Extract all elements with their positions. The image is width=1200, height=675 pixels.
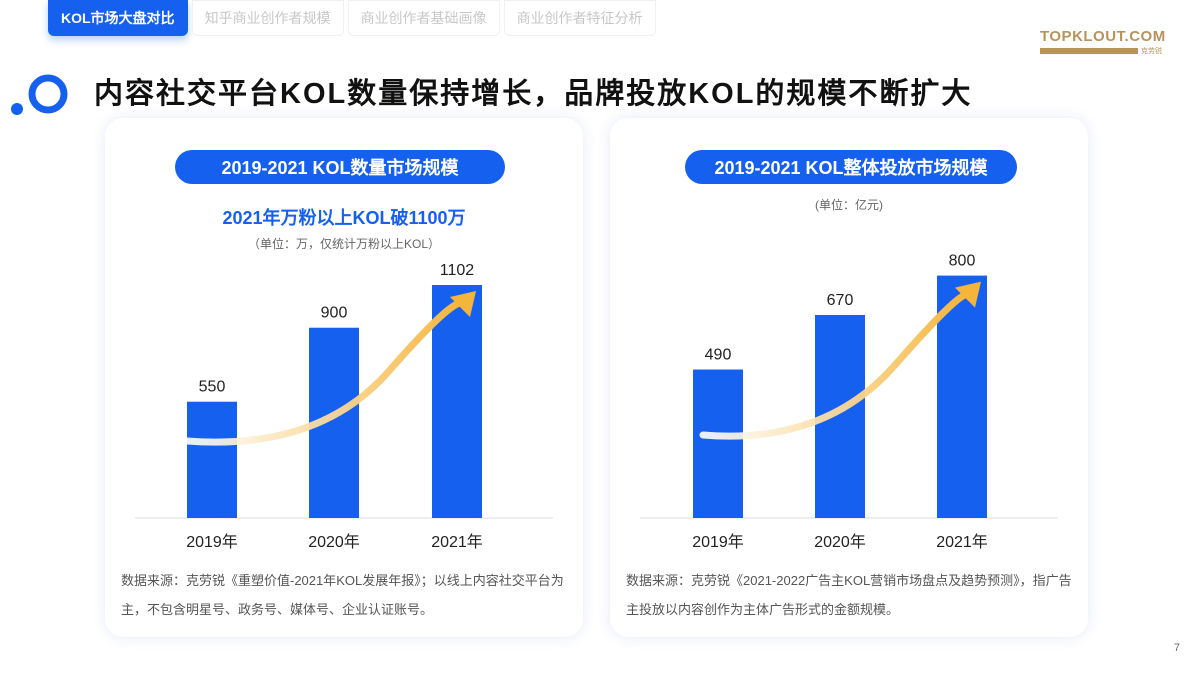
data-label: 550 [199,379,226,396]
logo-bar [1040,48,1138,54]
unit-label: (单位：亿元) [815,198,883,212]
x-tick-label: 2019年 [186,533,238,551]
chart-title-pill: 2019-2021 KOL整体投放市场规模 [685,150,1017,184]
unit-label: （单位：万，仅统计万粉以上KOL） [247,237,440,251]
data-label: 1102 [440,262,475,279]
chart-title-pill: 2019-2021 KOL数量市场规模 [175,150,505,184]
x-tick-label: 2020年 [308,533,360,551]
trend-arrow-line [699,290,973,440]
tab-bar: KOL市场大盘对比 知乎商业创作者规模 商业创作者基础画像 商业创作者特征分析 [48,0,656,36]
trend-arrow-head [955,281,981,308]
page-number: 7 [1173,642,1180,654]
x-tick-label: 2019年 [692,533,744,551]
data-label: 800 [949,253,976,270]
page-title: 内容社交平台KOL数量保持增长，品牌投放KOL的规模不断扩大 [94,78,973,110]
source-note: 数据来源：克劳锐《2021-2022广告主KOL营销市场盘点及趋势预测》，指广告… [626,573,1072,617]
tab-kol-market[interactable]: KOL市场大盘对比 [48,0,188,36]
logo-sub: 克劳锐 [1141,48,1162,55]
tab-creator-profile[interactable]: 商业创作者基础画像 [347,0,500,36]
source-note: 数据来源：克劳锐《重塑价值-2021年KOL发展年报》；以线上内容社交平台为主，… [121,573,564,617]
highlight-text: 2021年万粉以上KOL破1100万 [222,208,466,228]
bar [693,369,743,518]
trend-arrow-line [183,299,468,446]
topklout-logo: TOPKLOUT.COM 克劳锐 [1040,28,1170,56]
kol-count-card: 2019-2021 KOL数量市场规模 2021年万粉以上KOL破1100万 （… [105,118,583,637]
kol-count-chart: 550 2019年 900 2020年 1102 2021年 [135,262,553,551]
bar [432,285,482,518]
kol-spend-card: 2019-2021 KOL整体投放市场规模 (单位：亿元) 490 2019年 67… [610,118,1088,637]
title-circle-icon [11,74,68,115]
data-label: 490 [705,347,732,364]
x-tick-label: 2021年 [936,533,988,551]
tab-creator-features[interactable]: 商业创作者特征分析 [503,0,656,36]
x-tick-label: 2020年 [814,533,866,551]
x-tick-label: 2021年 [431,533,483,551]
trend-arrow-head [450,291,476,318]
tab-zhihu-scale[interactable]: 知乎商业创作者规模 [191,0,344,36]
data-label: 900 [321,305,348,322]
bar [187,401,237,518]
data-label: 670 [827,292,854,309]
bar [937,275,987,518]
logo-text: TOPKLOUT.COM [1040,28,1166,45]
kol-spend-chart: 490 2019年 670 2020年 800 2021年 [640,253,1058,551]
